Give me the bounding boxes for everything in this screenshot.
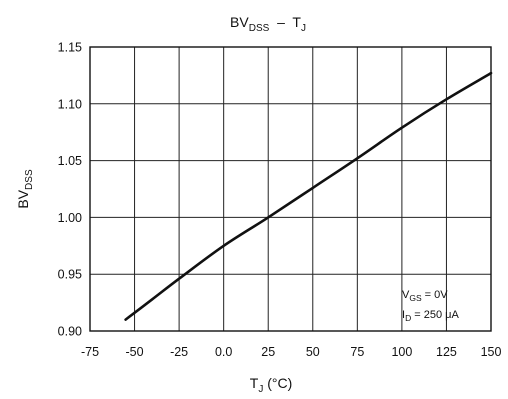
title-var: T bbox=[292, 14, 301, 30]
x-tick-label: 100 bbox=[391, 345, 412, 359]
x-tick-label: -75 bbox=[81, 345, 99, 359]
y-tick-labels: 0.90 0.95 1.00 1.05 1.10 1.15 bbox=[58, 41, 82, 339]
series-line bbox=[124, 71, 493, 321]
title-main-sub: DSS bbox=[249, 23, 270, 34]
y-tick-label: 1.10 bbox=[58, 97, 82, 111]
y-axis-label-main: BV bbox=[15, 189, 31, 208]
annotation-vgs: VGS = 0V bbox=[402, 289, 448, 303]
y-tick-label: 1.15 bbox=[58, 41, 82, 55]
x-tick-label: 25 bbox=[261, 345, 275, 359]
title-separator: – bbox=[269, 14, 292, 30]
title-main: BV bbox=[230, 14, 249, 30]
x-tick-label: 75 bbox=[350, 345, 364, 359]
annotation-id: ID = 250 μA bbox=[402, 309, 459, 323]
y-axis-label: BVDSS bbox=[15, 169, 35, 209]
x-tick-label: 150 bbox=[481, 345, 502, 359]
x-tick-labels: -75 -50 -25 0.0 25 50 75 100 125 150 bbox=[81, 345, 502, 359]
y-tick-label: 0.95 bbox=[58, 268, 82, 282]
test-conditions: VGS = 0V ID = 250 μA bbox=[402, 289, 459, 323]
x-axis-label-sub: J bbox=[258, 384, 263, 395]
x-tick-label: 125 bbox=[436, 345, 457, 359]
y-axis-label-sub: DSS bbox=[24, 169, 35, 190]
plot-frame bbox=[89, 46, 492, 332]
y-tick-label: 1.05 bbox=[58, 154, 82, 168]
x-tick-label: 0.0 bbox=[215, 345, 232, 359]
title-var-sub: J bbox=[301, 23, 306, 34]
y-tick-label: 0.90 bbox=[58, 325, 82, 339]
x-axis-label-unit: (°C) bbox=[263, 375, 292, 391]
x-axis-label: TJ (°C) bbox=[250, 375, 293, 395]
x-tick-label: -50 bbox=[126, 345, 144, 359]
x-tick-label: -25 bbox=[170, 345, 188, 359]
y-tick-label: 1.00 bbox=[58, 211, 82, 225]
x-axis-label-main: T bbox=[250, 375, 259, 391]
x-tick-label: 50 bbox=[306, 345, 320, 359]
chart-title: BVDSS – TJ bbox=[230, 14, 306, 34]
